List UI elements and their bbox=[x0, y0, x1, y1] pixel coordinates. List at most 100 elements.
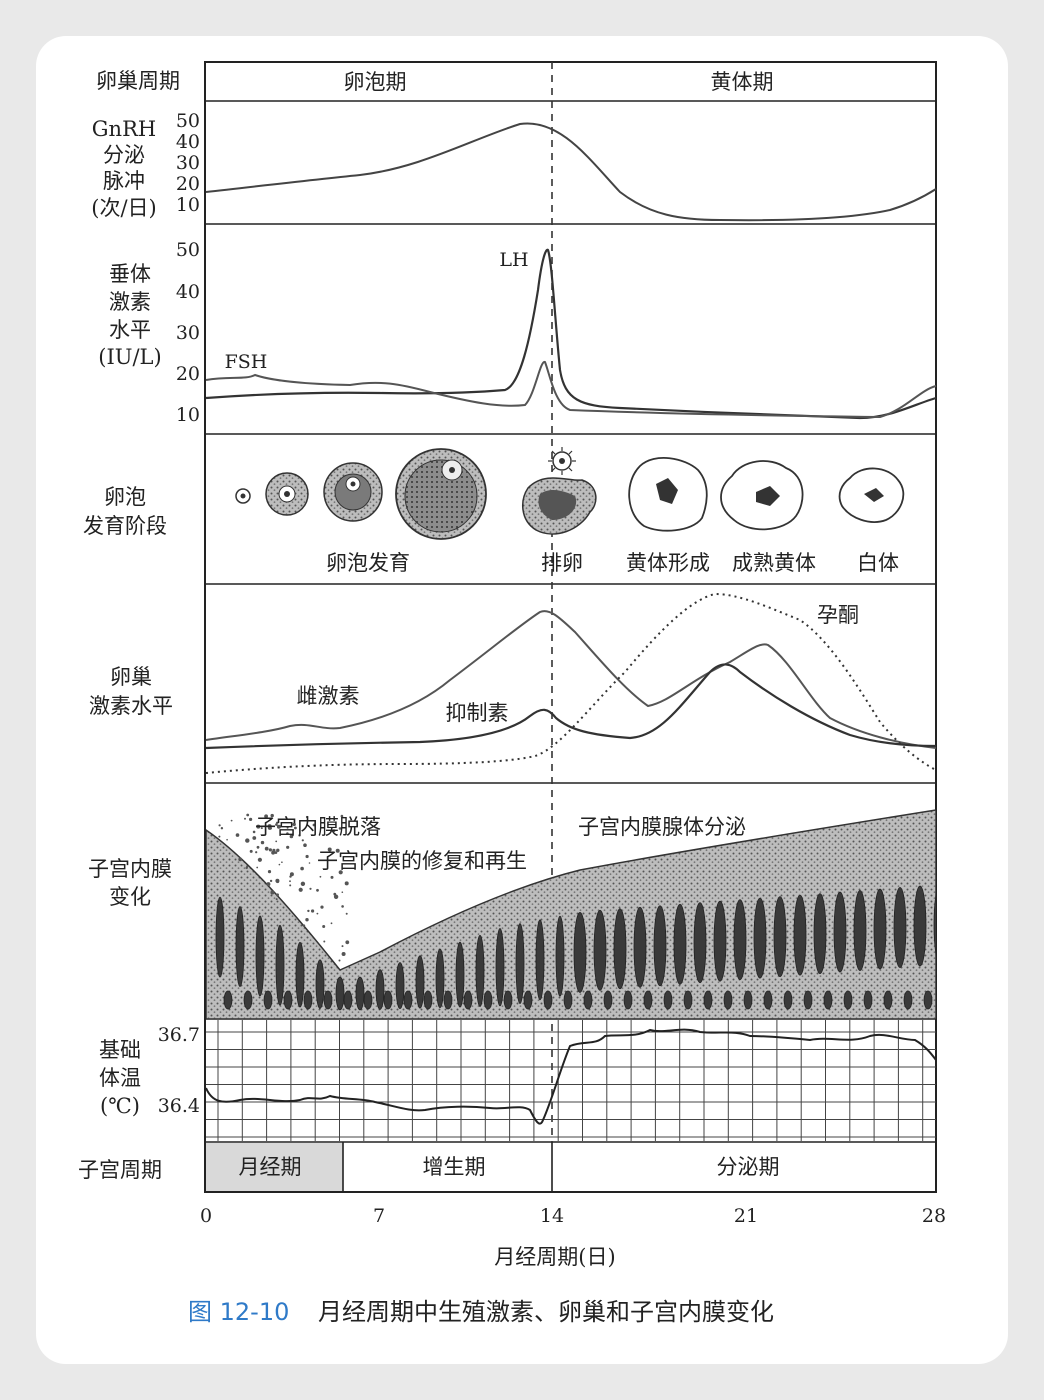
gnrh-ticks: 50 40 30 20 10 bbox=[176, 110, 200, 216]
shed-tissue-dot bbox=[286, 845, 290, 849]
endometrial-gland-base bbox=[843, 990, 853, 1010]
endometrial-gland bbox=[633, 906, 647, 988]
shed-tissue-dot bbox=[286, 832, 289, 835]
endometrial-gland bbox=[913, 885, 927, 967]
shed-tissue-dot bbox=[292, 822, 296, 827]
phase-menstrual: 月经期 bbox=[239, 1155, 302, 1179]
endometrial-gland-base bbox=[883, 990, 893, 1010]
endometrial-gland-base bbox=[543, 990, 553, 1010]
endometrial-gland bbox=[275, 924, 285, 1006]
figure-caption: 月经周期中生殖激素、卵巢和子宫内膜变化 bbox=[318, 1298, 774, 1326]
shed-tissue-dot bbox=[305, 918, 309, 922]
progesterone-label: 孕酮 bbox=[817, 603, 859, 627]
shed-tissue-dot bbox=[341, 945, 344, 948]
endometrium-secretion-label: 子宫内膜腺体分泌 bbox=[578, 815, 746, 839]
endometrial-gland-base bbox=[483, 990, 493, 1010]
endometrial-gland-base bbox=[723, 990, 733, 1010]
shed-tissue-dot bbox=[235, 833, 240, 837]
endometrial-gland bbox=[573, 912, 587, 993]
svg-text:变化: 变化 bbox=[109, 885, 151, 909]
svg-text:28: 28 bbox=[922, 1205, 946, 1227]
endometrial-gland-base bbox=[503, 990, 513, 1010]
svg-text:14: 14 bbox=[540, 1205, 564, 1227]
svg-text:40: 40 bbox=[176, 131, 200, 153]
inhibin-curve bbox=[205, 663, 937, 750]
shed-tissue-dot bbox=[307, 909, 310, 913]
endometrial-gland bbox=[215, 896, 225, 978]
shed-tissue-dot bbox=[299, 887, 302, 890]
endometrium-illustration bbox=[206, 809, 936, 1019]
row-label-endometrium: 子宫内膜 变化 bbox=[88, 857, 172, 909]
label-follicle-development: 卵泡发育 bbox=[326, 551, 410, 575]
endometrial-gland bbox=[833, 891, 847, 973]
shed-tissue-dot bbox=[266, 882, 271, 887]
shed-tissue-dot bbox=[218, 824, 221, 827]
shed-tissue-dot bbox=[312, 823, 316, 827]
endometrial-gland bbox=[773, 896, 787, 978]
pituitary-ticks: 50 40 30 20 10 bbox=[176, 239, 200, 426]
shed-tissue-dot bbox=[316, 888, 319, 892]
shed-tissue-dot bbox=[311, 909, 315, 913]
phase-luteal: 黄体期 bbox=[711, 70, 774, 94]
phase-secretory: 分泌期 bbox=[717, 1155, 780, 1179]
plot-frame bbox=[204, 61, 937, 1193]
shed-tissue-dot bbox=[245, 866, 248, 870]
endometrial-gland bbox=[653, 905, 667, 987]
endometrial-gland bbox=[355, 976, 365, 1011]
endometrial-gland-base bbox=[383, 990, 393, 1010]
svg-text:分泌: 分泌 bbox=[103, 143, 145, 167]
endometrial-gland-base bbox=[403, 990, 413, 1010]
endometrial-gland bbox=[535, 919, 545, 1001]
svg-text:10: 10 bbox=[176, 194, 200, 216]
svg-text:20: 20 bbox=[176, 173, 200, 195]
shed-tissue-dot bbox=[257, 857, 262, 862]
row-label-ovarian-cycle: 卵巢周期 bbox=[96, 69, 180, 93]
shed-tissue-dot bbox=[246, 813, 250, 817]
x-axis-title: 月经周期(日) bbox=[494, 1245, 615, 1269]
svg-text:10: 10 bbox=[176, 404, 200, 426]
shed-tissue-dot bbox=[301, 839, 304, 842]
shed-tissue-dot bbox=[268, 848, 272, 852]
estrogen-curve bbox=[205, 610, 937, 749]
endometrial-gland-base bbox=[863, 990, 873, 1010]
shed-tissue-dot bbox=[245, 838, 250, 843]
fsh-label: FSH bbox=[225, 351, 268, 373]
inhibin-label: 抑制素 bbox=[446, 701, 509, 725]
endometrial-gland bbox=[255, 915, 265, 997]
shed-tissue-dot bbox=[341, 891, 344, 893]
shed-tissue-dot bbox=[338, 827, 342, 830]
antral-follicle bbox=[395, 448, 487, 540]
endometrial-gland-base bbox=[563, 990, 573, 1010]
shed-tissue-dot bbox=[255, 851, 258, 854]
shed-tissue-dot bbox=[338, 959, 341, 962]
corpus-albicans bbox=[838, 467, 905, 523]
shed-tissue-dot bbox=[260, 840, 265, 845]
shed-tissue-dot bbox=[256, 824, 261, 829]
phase-proliferative: 增生期 bbox=[423, 1155, 486, 1179]
endometrial-gland bbox=[593, 909, 607, 991]
svg-text:(次/日): (次/日) bbox=[91, 196, 156, 220]
endometrial-gland bbox=[235, 906, 245, 987]
endometrial-gland-base bbox=[443, 990, 453, 1010]
lh-curve bbox=[205, 248, 937, 420]
endometrial-gland-base bbox=[683, 990, 693, 1010]
shed-tissue-dot bbox=[305, 854, 309, 859]
endometrial-gland-base bbox=[663, 990, 673, 1010]
shed-tissue-dot bbox=[252, 836, 257, 840]
endometrial-gland bbox=[495, 928, 505, 1007]
ovulating-follicle bbox=[522, 447, 597, 535]
svg-text:36.4: 36.4 bbox=[158, 1095, 200, 1117]
endometrial-gland bbox=[893, 887, 907, 968]
endometrial-gland-base bbox=[803, 990, 813, 1010]
endometrial-gland bbox=[693, 902, 707, 984]
endometrium-shedding-label: 子宫内膜脱落 bbox=[255, 815, 381, 839]
shed-tissue-dot bbox=[286, 826, 289, 829]
svg-text:垂体: 垂体 bbox=[109, 262, 151, 286]
shed-tissue-dot bbox=[308, 862, 311, 864]
shed-tissue-dot bbox=[264, 814, 268, 819]
secondary-follicle bbox=[323, 462, 383, 522]
endometrial-gland-base bbox=[583, 990, 593, 1010]
menstrual-phase-box bbox=[206, 1143, 343, 1191]
endometrial-gland bbox=[873, 888, 887, 970]
